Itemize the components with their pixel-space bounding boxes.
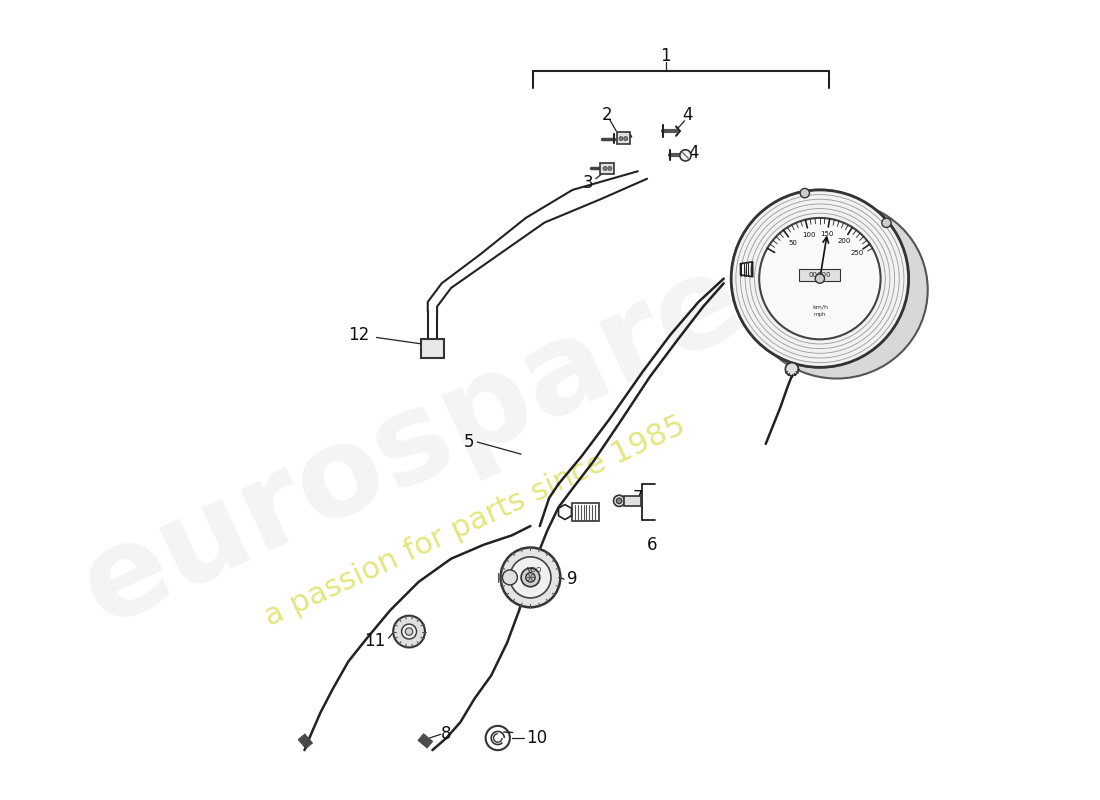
FancyBboxPatch shape	[601, 163, 614, 174]
Text: 10: 10	[526, 729, 547, 747]
Circle shape	[500, 547, 560, 607]
Text: 00000: 00000	[808, 272, 832, 278]
Text: 3: 3	[583, 174, 594, 192]
Circle shape	[521, 568, 540, 586]
Text: km/h: km/h	[812, 304, 828, 309]
Text: mph: mph	[814, 311, 826, 317]
Text: 2: 2	[602, 106, 613, 124]
Circle shape	[815, 274, 825, 283]
Circle shape	[616, 498, 622, 504]
Text: 4: 4	[689, 143, 700, 162]
Circle shape	[759, 218, 881, 339]
Circle shape	[882, 218, 891, 227]
Circle shape	[510, 557, 551, 598]
Circle shape	[757, 216, 882, 341]
Circle shape	[619, 137, 623, 141]
Text: VDO: VDO	[527, 567, 542, 573]
FancyBboxPatch shape	[421, 339, 443, 358]
Text: 200: 200	[837, 238, 850, 244]
Circle shape	[393, 616, 425, 647]
Text: 100: 100	[802, 232, 816, 238]
Text: 5: 5	[464, 433, 474, 451]
Text: a passion for parts since 1985: a passion for parts since 1985	[260, 411, 690, 632]
Circle shape	[732, 190, 909, 367]
Text: 9: 9	[568, 570, 578, 588]
Text: 11: 11	[364, 632, 386, 650]
Circle shape	[603, 166, 607, 170]
Text: 50: 50	[789, 240, 797, 246]
Text: 250: 250	[850, 250, 864, 256]
Circle shape	[503, 570, 517, 585]
Text: 150: 150	[821, 231, 834, 238]
Circle shape	[680, 150, 691, 161]
FancyBboxPatch shape	[800, 270, 840, 282]
Text: 4: 4	[682, 106, 693, 124]
Circle shape	[402, 624, 417, 639]
Circle shape	[608, 166, 612, 170]
FancyBboxPatch shape	[624, 496, 640, 506]
Circle shape	[624, 137, 627, 141]
Circle shape	[614, 495, 625, 506]
Text: 7: 7	[632, 489, 644, 507]
Text: 12: 12	[349, 326, 370, 344]
FancyBboxPatch shape	[617, 132, 630, 144]
Circle shape	[800, 189, 810, 198]
Circle shape	[405, 628, 412, 635]
Text: 8: 8	[441, 726, 452, 743]
Circle shape	[785, 362, 799, 376]
Circle shape	[526, 573, 535, 582]
Text: eurospares: eurospares	[63, 206, 830, 650]
Circle shape	[485, 726, 510, 750]
Ellipse shape	[746, 201, 927, 378]
Text: 6: 6	[647, 536, 657, 554]
Text: 1: 1	[660, 47, 671, 66]
